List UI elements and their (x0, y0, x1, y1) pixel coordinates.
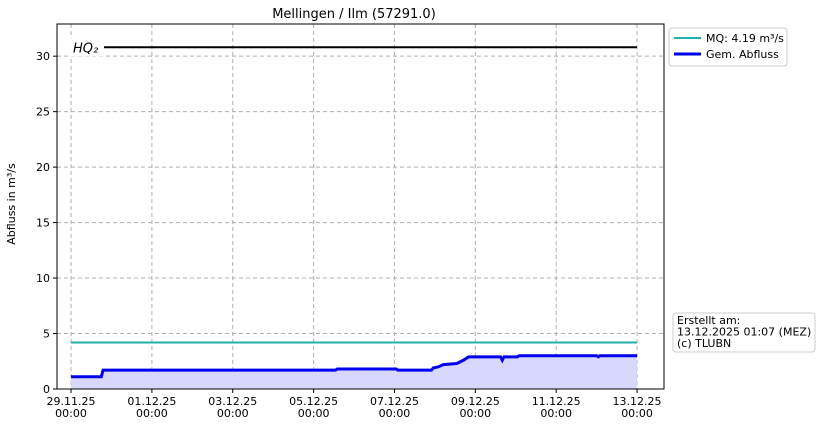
y-axis-label: Abfluss in m³/s (5, 163, 18, 245)
x-tick-label: 11.12.25 00:00 (532, 395, 581, 420)
annotation-bg (68, 38, 105, 57)
x-tick-label: 07.12.25 00:00 (370, 395, 419, 420)
x-tick-label-line: 29.11.25 (47, 395, 96, 408)
info-box (672, 312, 816, 353)
info-text: 13.12.2025 01:07 (MEZ) (677, 326, 811, 339)
x-tick-label-line: 00:00 (298, 407, 330, 420)
x-tick-label-line: 07.12.25 (370, 395, 419, 408)
legend-label: MQ: 4.19 m³/s (706, 32, 784, 45)
x-tick-label-line: 09.12.25 (451, 395, 500, 408)
x-tick-label: 13.12.25 00:00 (613, 395, 662, 420)
y-tick-label: 15 (36, 217, 50, 230)
x-tick-label-line: 00:00 (55, 407, 87, 420)
legend-label: Gem. Abfluss (706, 48, 779, 61)
chart-title: Mellingen / Ilm (57291.0) (272, 7, 436, 22)
x-tick-label: 03.12.25 00:00 (208, 395, 257, 420)
plot-frame (56, 23, 665, 390)
x-tick-label-line: 00:00 (540, 407, 572, 420)
y-tick-label: 30 (36, 50, 50, 63)
area (71, 355, 638, 389)
y-tick-label: 5 (43, 328, 50, 341)
x-tick-label-line: 05.12.25 (289, 395, 338, 408)
annotation: HQ₂ (73, 41, 98, 56)
y-tick-label: 20 (36, 161, 50, 174)
x-tick-label-line: 00:00 (621, 407, 653, 420)
y-tick-label: 25 (36, 106, 50, 119)
x-tick-label-line: 00:00 (379, 407, 411, 420)
x-tick-label: 09.12.25 00:00 (451, 395, 500, 420)
x-tick-label-line: 13.12.25 (613, 395, 662, 408)
y-tick-label: 10 (36, 272, 50, 285)
x-tick-label: 05.12.25 00:00 (289, 395, 338, 420)
x-tick-label-line: 00:00 (217, 407, 249, 420)
line (71, 354, 638, 379)
x-tick-label-line: 00:00 (459, 407, 491, 420)
x-tick-label-line: 01.12.25 (127, 395, 176, 408)
x-tick-label: 29.11.25 00:00 (47, 395, 96, 420)
info-text: (c) TLUBN (677, 337, 731, 350)
x-tick-label-line: 11.12.25 (532, 395, 581, 408)
x-tick-label-line: 03.12.25 (208, 395, 257, 408)
info-text: Erstellt am: (677, 314, 740, 327)
y-tick-label: 0 (43, 383, 50, 396)
x-tick-label: 01.12.25 00:00 (127, 395, 176, 420)
x-tick-label-line: 00:00 (136, 407, 168, 420)
